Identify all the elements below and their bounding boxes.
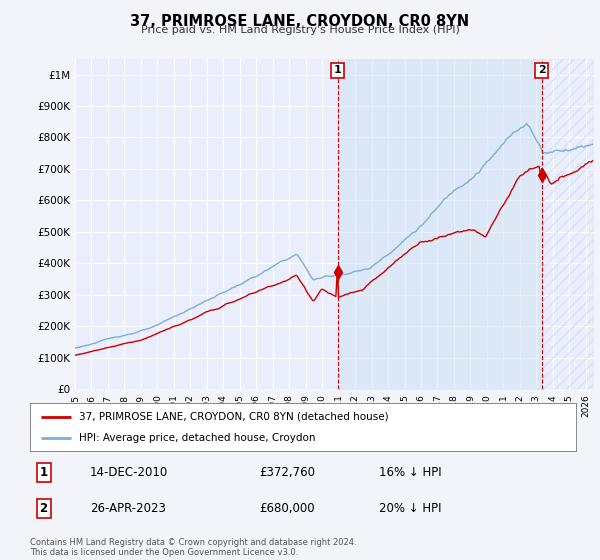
Text: £372,760: £372,760: [259, 466, 316, 479]
Text: 37, PRIMROSE LANE, CROYDON, CR0 8YN (detached house): 37, PRIMROSE LANE, CROYDON, CR0 8YN (det…: [79, 412, 389, 422]
Text: Price paid vs. HM Land Registry's House Price Index (HPI): Price paid vs. HM Land Registry's House …: [140, 25, 460, 35]
Text: £680,000: £680,000: [259, 502, 315, 515]
Text: 20% ↓ HPI: 20% ↓ HPI: [379, 502, 442, 515]
Text: 2: 2: [40, 502, 48, 515]
Text: 2: 2: [538, 66, 545, 76]
Text: 37, PRIMROSE LANE, CROYDON, CR0 8YN: 37, PRIMROSE LANE, CROYDON, CR0 8YN: [130, 14, 470, 29]
Text: 14-DEC-2010: 14-DEC-2010: [90, 466, 169, 479]
Text: 1: 1: [40, 466, 48, 479]
Text: 16% ↓ HPI: 16% ↓ HPI: [379, 466, 442, 479]
Text: Contains HM Land Registry data © Crown copyright and database right 2024.
This d: Contains HM Land Registry data © Crown c…: [30, 538, 356, 557]
Text: 26-APR-2023: 26-APR-2023: [90, 502, 166, 515]
Text: 1: 1: [334, 66, 341, 76]
Text: HPI: Average price, detached house, Croydon: HPI: Average price, detached house, Croy…: [79, 433, 316, 443]
